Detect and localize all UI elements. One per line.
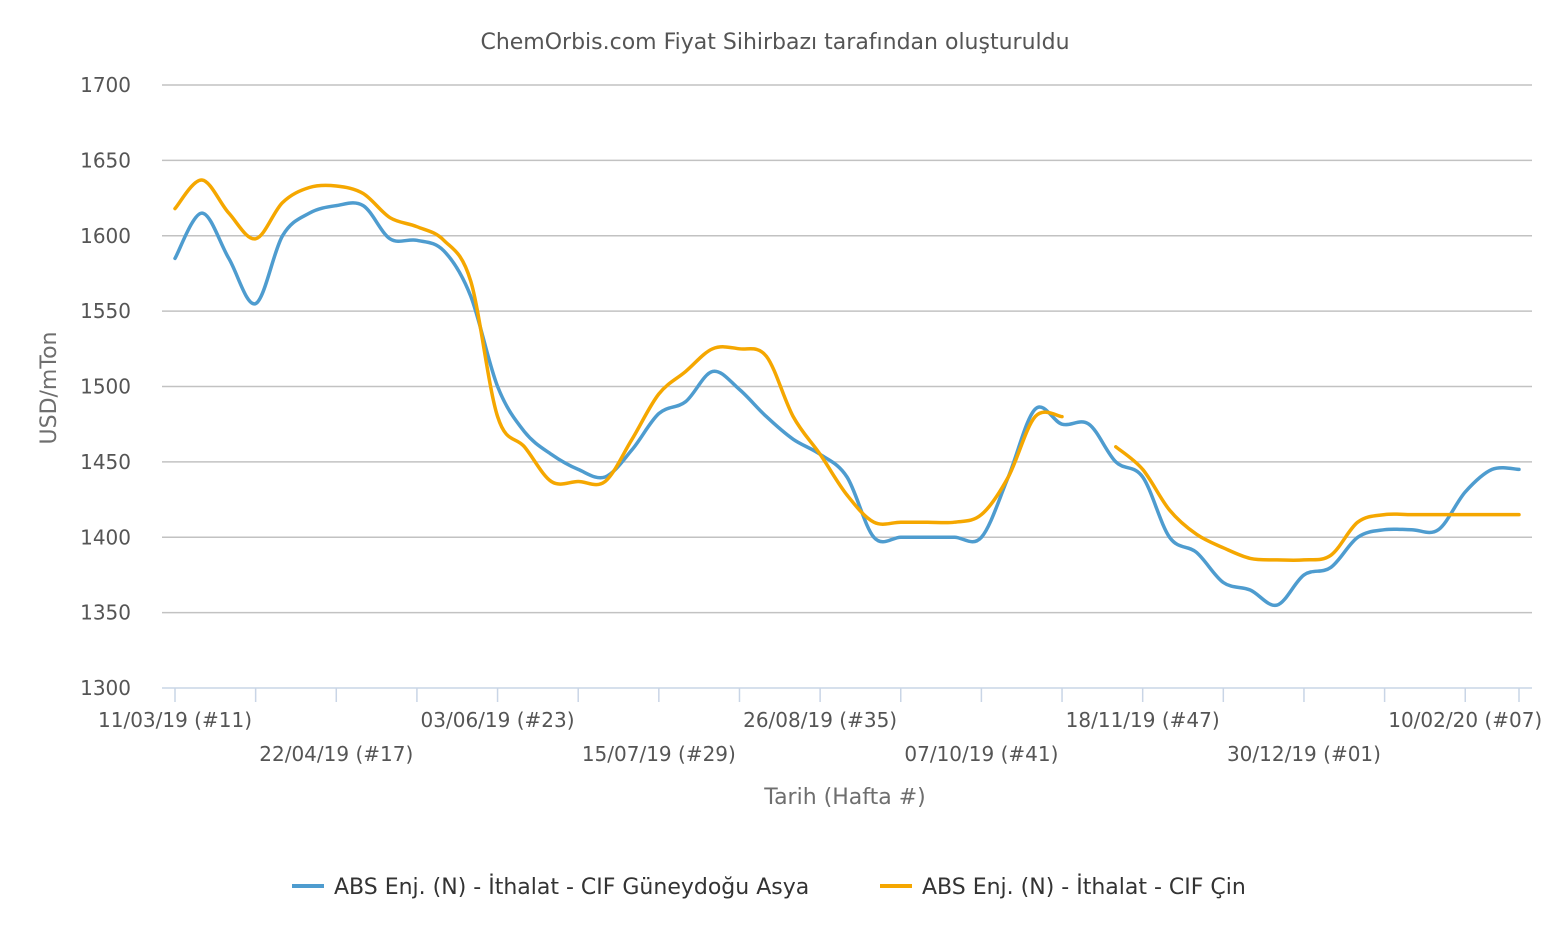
gridlines [162,84,1532,614]
y-axis-title: USD/mTon [37,332,62,445]
x-tick-label: 07/10/19 (#41) [904,742,1058,766]
x-tick-label: 18/11/19 (#47) [1066,708,1220,732]
legend-label: ABS Enj. (N) - İthalat - CIF Güneydoğu A… [334,874,809,900]
y-tick-label: 1600 [80,224,131,248]
legend-label: ABS Enj. (N) - İthalat - CIF Çin [922,874,1246,900]
series-line-segment [173,178,1064,526]
x-axis-title: Tarih (Hafta #) [763,785,925,810]
y-axis-ticks: 1300 1350 1400 1450 1500 1550 1600 1650 1700 [80,73,131,700]
chart-title: ChemOrbis.com Fiyat Sihirbazı tarafından… [480,30,1069,55]
y-tick-label: 1500 [80,375,131,399]
x-tick-label: 11/03/19 (#11) [98,708,252,732]
series-2 [173,178,1521,563]
y-tick-label: 1650 [80,148,131,172]
y-tick-label: 1300 [80,676,131,700]
series-line-segment [1114,445,1521,563]
x-tick-label: 22/04/19 (#17) [259,742,413,766]
x-axis: 11/03/19 (#11) 22/04/19 (#17) 03/06/19 (#2… [98,687,1542,766]
y-tick-label: 1550 [80,299,131,323]
y-tick-label: 1450 [80,450,131,474]
x-tick-label: 30/12/19 (#01) [1227,742,1381,766]
x-tick-label: 03/06/19 (#23) [421,708,575,732]
x-tick-label: 15/07/19 (#29) [582,742,736,766]
y-tick-label: 1700 [80,73,131,97]
y-tick-label: 1400 [80,525,131,549]
series-lines [173,178,1521,608]
series-line-segment [173,201,1521,608]
x-tick-label: 26/08/19 (#35) [743,708,897,732]
legend: ABS Enj. (N) - İthalat - CIF Güneydoğu A… [292,874,1246,900]
x-tick-label: 10/02/20 (#07) [1388,708,1542,732]
y-tick-label: 1350 [80,601,131,625]
series-1 [173,201,1521,608]
